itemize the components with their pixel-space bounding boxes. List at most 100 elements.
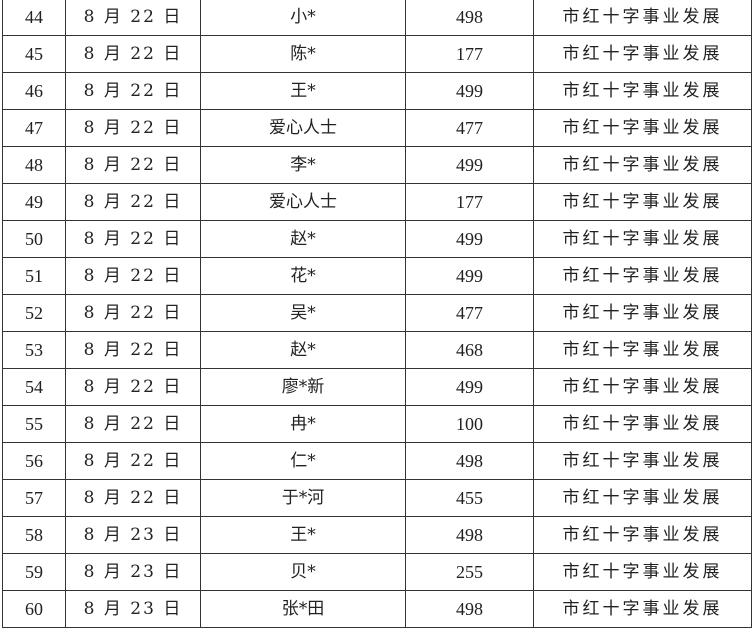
row-number: 47 [2,109,66,147]
row-number: 50 [2,220,66,258]
donor-name: 爱心人士 [200,183,406,221]
donation-table: 44 8 月 22 日小* 498 市红十字事业发展 45 8 月 22 日陈* 177 市红… [2,0,752,628]
donation-date: 8 月 23 日 [65,553,201,591]
donation-date: 8 月 23 日 [65,590,201,628]
donation-purpose: 市红十字事业发展 [533,294,752,332]
table-row: 53 8 月 22 日赵* 468 市红十字事业发展 [2,331,752,369]
donor-name: 于*河 [200,479,406,517]
donation-amount: 477 [405,109,534,147]
donation-purpose: 市红十字事业发展 [533,0,752,36]
donation-date: 8 月 22 日 [65,183,201,221]
table-row: 59 8 月 23 日贝* 255 市红十字事业发展 [2,553,752,591]
row-number: 49 [2,183,66,221]
table-row: 51 8 月 22 日花* 499 市红十字事业发展 [2,257,752,295]
row-number: 46 [2,72,66,110]
donation-amount: 177 [405,35,534,73]
donation-purpose: 市红十字事业发展 [533,479,752,517]
donation-date: 8 月 22 日 [65,442,201,480]
donation-date: 8 月 22 日 [65,109,201,147]
donor-name: 王* [200,516,406,554]
donation-purpose: 市红十字事业发展 [533,183,752,221]
row-number: 44 [2,0,66,36]
donation-purpose: 市红十字事业发展 [533,35,752,73]
table-row: 58 8 月 23 日王* 498 市红十字事业发展 [2,516,752,554]
donor-name: 张*田 [200,590,406,628]
donor-name: 仁* [200,442,406,480]
donation-amount: 477 [405,294,534,332]
donation-amount: 455 [405,479,534,517]
donation-purpose: 市红十字事业发展 [533,109,752,147]
table-row: 47 8 月 22 日爱心人士 477 市红十字事业发展 [2,109,752,147]
row-number: 51 [2,257,66,295]
donor-name: 小* [200,0,406,36]
donation-amount: 499 [405,72,534,110]
row-number: 56 [2,442,66,480]
donation-date: 8 月 22 日 [65,220,201,258]
donation-date: 8 月 22 日 [65,72,201,110]
donation-date: 8 月 22 日 [65,257,201,295]
donation-date: 8 月 22 日 [65,146,201,184]
table-row: 50 8 月 22 日赵* 499 市红十字事业发展 [2,220,752,258]
donation-date: 8 月 22 日 [65,0,201,36]
donation-table-body: 44 8 月 22 日小* 498 市红十字事业发展 45 8 月 22 日陈* 177 市红… [2,0,752,628]
table-row: 57 8 月 22 日于*河 455 市红十字事业发展 [2,479,752,517]
donation-date: 8 月 23 日 [65,516,201,554]
donation-date: 8 月 22 日 [65,294,201,332]
donation-amount: 499 [405,220,534,258]
donation-amount: 255 [405,553,534,591]
donor-name: 冉* [200,405,406,443]
donation-purpose: 市红十字事业发展 [533,516,752,554]
row-number: 59 [2,553,66,591]
donation-amount: 468 [405,331,534,369]
row-number: 57 [2,479,66,517]
donor-name: 吴* [200,294,406,332]
row-number: 48 [2,146,66,184]
row-number: 58 [2,516,66,554]
donation-date: 8 月 22 日 [65,405,201,443]
donation-date: 8 月 22 日 [65,479,201,517]
donation-amount: 499 [405,368,534,406]
donation-purpose: 市红十字事业发展 [533,553,752,591]
donation-purpose: 市红十字事业发展 [533,368,752,406]
donation-purpose: 市红十字事业发展 [533,331,752,369]
donor-name: 李* [200,146,406,184]
donation-purpose: 市红十字事业发展 [533,72,752,110]
donation-purpose: 市红十字事业发展 [533,220,752,258]
donation-date: 8 月 22 日 [65,368,201,406]
table-row: 54 8 月 22 日廖*新 499 市红十字事业发展 [2,368,752,406]
donation-purpose: 市红十字事业发展 [533,146,752,184]
donor-name: 爱心人士 [200,109,406,147]
table-row: 45 8 月 22 日陈* 177 市红十字事业发展 [2,35,752,73]
row-number: 54 [2,368,66,406]
donation-purpose: 市红十字事业发展 [533,257,752,295]
donation-amount: 177 [405,183,534,221]
table-row: 44 8 月 22 日小* 498 市红十字事业发展 [2,0,752,36]
table-row: 55 8 月 22 日冉* 100 市红十字事业发展 [2,405,752,443]
row-number: 60 [2,590,66,628]
donor-name: 陈* [200,35,406,73]
donation-amount: 498 [405,0,534,36]
donor-name: 赵* [200,331,406,369]
donor-name: 贝* [200,553,406,591]
donor-name: 花* [200,257,406,295]
donor-name: 廖*新 [200,368,406,406]
table-row: 46 8 月 22 日王* 499 市红十字事业发展 [2,72,752,110]
donation-purpose: 市红十字事业发展 [533,590,752,628]
row-number: 53 [2,331,66,369]
donor-name: 赵* [200,220,406,258]
donation-purpose: 市红十字事业发展 [533,442,752,480]
table-row: 60 8 月 23 日张*田 498 市红十字事业发展 [2,590,752,628]
row-number: 55 [2,405,66,443]
row-number: 45 [2,35,66,73]
donation-amount: 498 [405,590,534,628]
table-row: 56 8 月 22 日仁* 498 市红十字事业发展 [2,442,752,480]
table-row: 48 8 月 22 日李* 499 市红十字事业发展 [2,146,752,184]
table-row: 49 8 月 22 日爱心人士 177 市红十字事业发展 [2,183,752,221]
donation-amount: 100 [405,405,534,443]
donation-date: 8 月 22 日 [65,331,201,369]
donation-amount: 499 [405,257,534,295]
donation-amount: 498 [405,442,534,480]
donor-name: 王* [200,72,406,110]
row-number: 52 [2,294,66,332]
donation-date: 8 月 22 日 [65,35,201,73]
